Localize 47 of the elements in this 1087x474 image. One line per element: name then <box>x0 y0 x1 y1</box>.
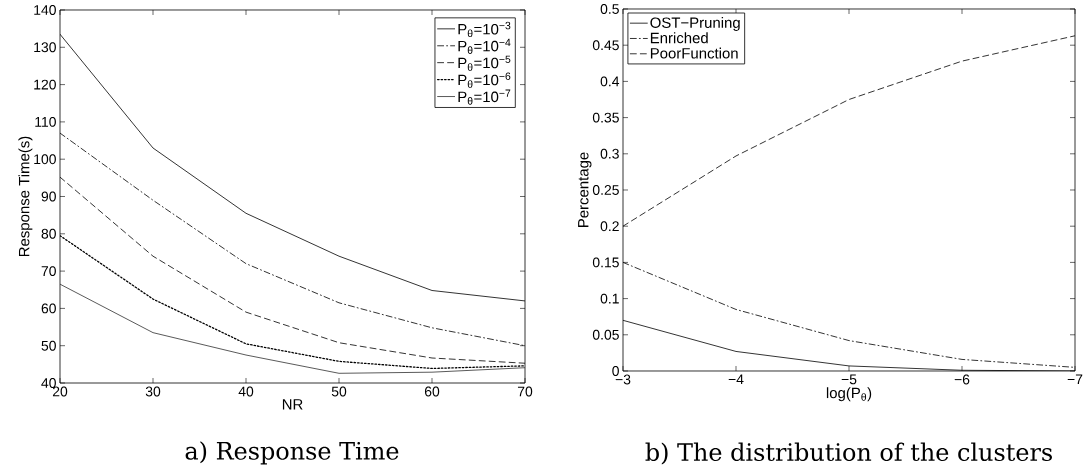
x-tick-label: −5 <box>841 374 857 385</box>
legend-label: P$_{θ}$=10$^{−3}$ <box>458 21 511 38</box>
legend-label: P$_{θ}$=10$^{−4}$ <box>458 38 511 54</box>
text: b) The distribution of the clusters <box>645 442 1052 465</box>
legend-label: P$_{θ}$=10$^{−7}$ <box>458 89 511 105</box>
y-tick-label: 120 <box>34 79 56 90</box>
x-tick-label: 20 <box>52 386 68 397</box>
x-tick-label: 40 <box>238 386 254 397</box>
y-axis-title: Response Time(s) <box>18 136 33 257</box>
legend-label: OST−Pruning <box>650 17 740 31</box>
y-tick-label: 100 <box>34 154 56 165</box>
legend-label: P$_{θ}$=10$^{−6}$ <box>458 72 511 88</box>
y-tick-label: 0 <box>612 366 619 376</box>
x-tick-label: −7 <box>1067 374 1083 385</box>
y-tick-label: 90 <box>41 191 56 202</box>
y-tick-label: 0.3 <box>600 148 619 159</box>
text: a) Response Time <box>185 441 399 465</box>
y-tick-label: 0.2 <box>600 221 619 232</box>
y-tick-label: 50 <box>41 340 56 351</box>
x-tick-label: 30 <box>145 386 161 397</box>
y-tick-label: 0.4 <box>600 76 620 87</box>
y-tick-label: 0.35 <box>592 112 619 123</box>
y-tick-label: 0.45 <box>592 40 619 51</box>
y-tick-label: 130 <box>34 42 56 53</box>
legend-label: Enriched <box>650 32 708 44</box>
x-tick-label: −3 <box>615 374 631 385</box>
x-tick-label: −4 <box>728 374 744 385</box>
x-axis-title: log(P$_{θ}$) <box>826 387 872 402</box>
y-tick-label: 80 <box>41 228 56 239</box>
legend-label: PoorFunction <box>650 47 738 59</box>
y-axis-title: Percentage <box>578 152 592 227</box>
legend-label: P$_{θ}$=10$^{−5}$ <box>458 55 511 71</box>
y-tick-label: 0.05 <box>592 329 619 340</box>
y-tick-label: 0.5 <box>600 4 619 14</box>
x-tick-label: 70 <box>517 386 533 397</box>
y-tick-label: 110 <box>35 116 56 127</box>
y-tick-label: 0.15 <box>592 257 619 268</box>
line-series <box>60 283 525 374</box>
y-tick-label: 60 <box>41 303 56 314</box>
x-tick-label: 50 <box>331 386 347 397</box>
y-tick-label: 0.1 <box>600 293 619 304</box>
x-axis-title: NR <box>282 399 303 410</box>
y-tick-label: 70 <box>41 266 56 277</box>
x-tick-label: 60 <box>424 386 440 397</box>
y-tick-label: 140 <box>34 5 56 15</box>
y-tick-label: 0.25 <box>592 185 619 195</box>
x-tick-label: −6 <box>954 374 970 385</box>
